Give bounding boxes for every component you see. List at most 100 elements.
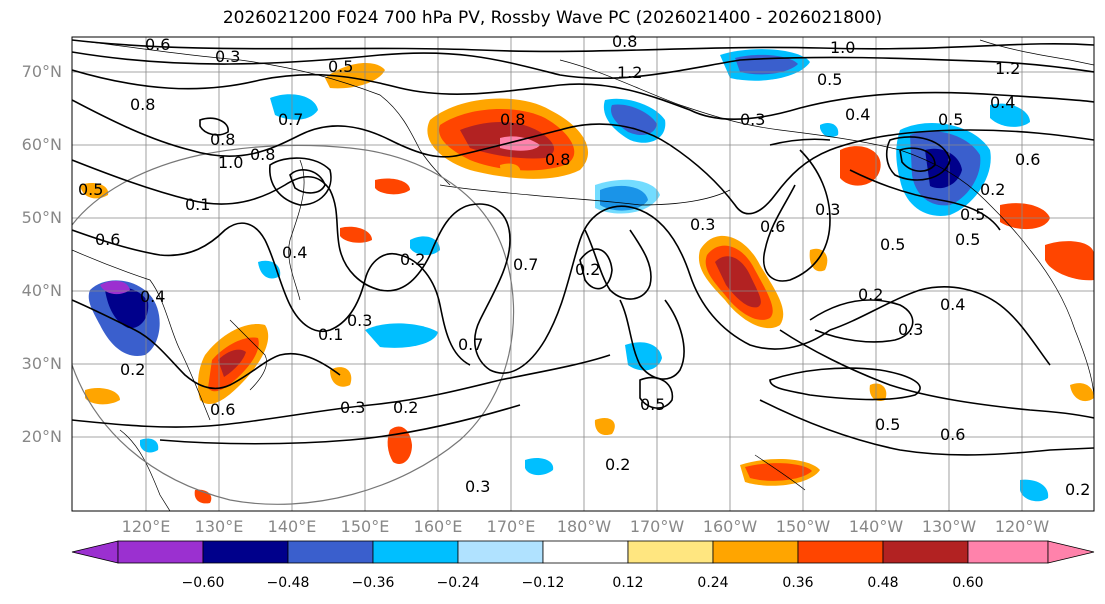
- contour-labels: 0.8 1.0 0.8 1.2 1.2 0.5 0.3 0.5 0.4 0.4 …: [78, 32, 1090, 499]
- colorbar: [71, 540, 1095, 564]
- colorbar-tick: −0.60: [181, 575, 225, 591]
- colorbar-tick: 0.60: [952, 575, 984, 591]
- contour-label: 0.5: [875, 415, 900, 434]
- contour-label: 0.5: [78, 180, 103, 199]
- contour-label: 0.6: [1015, 150, 1040, 169]
- colorbar-tick: −0.12: [521, 575, 565, 591]
- colorbar-bin: [287, 540, 374, 564]
- contour-label: 0.1: [185, 195, 210, 214]
- contour-label: 0.6: [760, 217, 785, 236]
- contour-label: 0.2: [575, 260, 600, 279]
- colorbar-tick: 0.36: [782, 575, 814, 591]
- lat-label: 20°N: [21, 427, 62, 446]
- contour-label: 0.8: [130, 95, 155, 114]
- contour-label: 0.3: [815, 200, 840, 219]
- colorbar-tick: −0.36: [351, 575, 395, 591]
- lat-label: 50°N: [21, 208, 62, 227]
- contour-label: 0.4: [845, 105, 870, 124]
- contour-label: 0.2: [605, 455, 630, 474]
- colorbar-bin: [882, 540, 969, 564]
- pv-anomaly-shading: [80, 49, 1094, 504]
- contour-label: 0.6: [145, 35, 170, 54]
- contour-label: 0.8: [210, 130, 235, 149]
- contour-label: 0.3: [898, 320, 923, 339]
- colorbar-tick: 0.48: [867, 575, 899, 591]
- lon-label: 150°W: [775, 517, 831, 536]
- contour-label: 0.2: [393, 398, 418, 417]
- contour-label: 0.6: [940, 425, 965, 444]
- contour-label: 0.5: [640, 395, 665, 414]
- contour-label: 0.6: [210, 400, 235, 419]
- contour-label: 1.0: [830, 38, 855, 57]
- contour-label: 0.6: [95, 230, 120, 249]
- contour-label: 0.3: [740, 110, 765, 129]
- contour-label: 0.2: [858, 285, 883, 304]
- contour-label: 0.5: [960, 205, 985, 224]
- contour-label: 0.5: [880, 235, 905, 254]
- lon-label: 170°E: [486, 517, 536, 536]
- contour-label: 0.5: [938, 110, 963, 129]
- contour-label: 0.2: [400, 250, 425, 269]
- contour-label: 0.8: [545, 150, 570, 169]
- colorbar-extend-high: [1047, 540, 1095, 564]
- colorbar-bin: [542, 540, 629, 564]
- colorbar-bin: [797, 540, 884, 564]
- contour-label: 0.5: [955, 230, 980, 249]
- contour-label: 0.4: [140, 287, 165, 306]
- colorbar-extend-low: [71, 540, 119, 564]
- lat-label: 40°N: [21, 281, 62, 300]
- lon-label: 170°W: [629, 517, 685, 536]
- pv-contours: [72, 39, 1094, 456]
- lon-label: 140°E: [267, 517, 317, 536]
- contour-label: 0.7: [513, 255, 538, 274]
- contour-label: 0.1: [318, 325, 343, 344]
- contour-label: 0.3: [215, 47, 240, 66]
- lon-label: 120°E: [121, 517, 171, 536]
- colorbar-bin: [372, 540, 459, 564]
- contour-label: 0.4: [990, 93, 1015, 112]
- contour-label: 1.0: [218, 153, 243, 172]
- contour-label: 0.2: [1065, 480, 1090, 499]
- lon-label: 130°W: [921, 517, 977, 536]
- colorbar-tick: −0.24: [436, 575, 480, 591]
- contour-label: 1.2: [995, 59, 1020, 78]
- contour-label: 0.2: [980, 180, 1005, 199]
- lon-label: 160°E: [413, 517, 463, 536]
- contour-label: 1.2: [617, 63, 642, 82]
- contour-label: 0.3: [340, 398, 365, 417]
- contour-label: 0.8: [250, 145, 275, 164]
- contour-label: 0.7: [278, 110, 303, 129]
- colorbar-bin: [967, 540, 1049, 564]
- map-frame: [71, 36, 1095, 512]
- lon-label: 140°W: [848, 517, 904, 536]
- lon-label: 160°W: [702, 517, 758, 536]
- lon-label: 180°W: [556, 517, 612, 536]
- contour-label: 0.8: [612, 32, 637, 51]
- colorbar-bin: [627, 540, 714, 564]
- lat-label: 30°N: [21, 354, 62, 373]
- colorbar-tick: 0.12: [612, 575, 644, 591]
- contour-label: 0.5: [328, 57, 353, 76]
- contour-label: 0.8: [500, 110, 525, 129]
- colorbar-tick: −0.48: [266, 575, 310, 591]
- colorbar-bin: [202, 540, 289, 564]
- colorbar-bin: [712, 540, 799, 564]
- contour-label: 0.4: [282, 243, 307, 262]
- colorbar-tick: 0.24: [697, 575, 729, 591]
- contour-label: 0.3: [465, 477, 490, 496]
- lon-label: 120°W: [994, 517, 1050, 536]
- lon-label: 150°E: [340, 517, 390, 536]
- colorbar-bin: [457, 540, 544, 564]
- lat-label: 70°N: [21, 62, 62, 81]
- contour-label: 0.5: [817, 70, 842, 89]
- contour-label: 0.3: [690, 215, 715, 234]
- contour-label: 0.3: [347, 311, 372, 330]
- map-title: 2026021200 F024 700 hPa PV, Rossby Wave …: [222, 8, 883, 28]
- lon-label: 130°E: [194, 517, 244, 536]
- colorbar-bin: [117, 540, 204, 564]
- contour-label: 0.7: [458, 335, 483, 354]
- lat-label: 60°N: [21, 135, 62, 154]
- contour-label: 0.2: [120, 360, 145, 379]
- contour-label: 0.4: [940, 295, 965, 314]
